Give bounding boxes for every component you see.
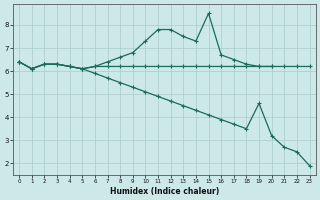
X-axis label: Humidex (Indice chaleur): Humidex (Indice chaleur) [110,187,219,196]
